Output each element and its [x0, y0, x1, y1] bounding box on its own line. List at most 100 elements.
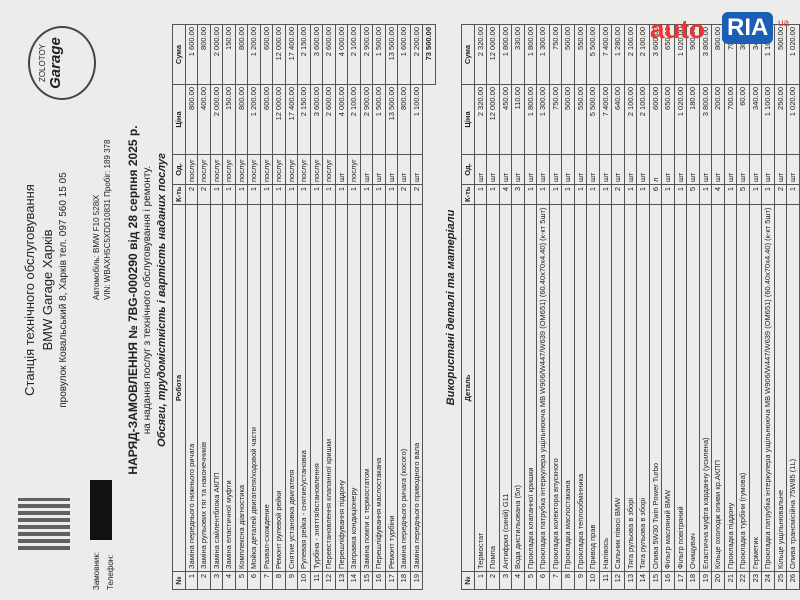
table-cell: 1	[574, 184, 587, 205]
table-cell: 1	[549, 184, 562, 205]
table-cell: шт	[410, 154, 423, 185]
table-cell: 1	[222, 184, 235, 205]
table-row: 11 Напівось 1 шт 7 400.00 7 400.00	[599, 24, 612, 590]
table-cell: 12 000.00	[272, 84, 285, 155]
order-subtitle: на надання послуг з технічного обслугову…	[142, 165, 153, 435]
table-cell: послуг	[185, 154, 198, 185]
table-cell: 800.00	[197, 24, 210, 85]
table-cell: 8	[561, 571, 574, 590]
table-row: 6 Прокладка патрубка інтеркулера ущільнюю…	[536, 24, 549, 590]
table-cell: Прокладка патрубка інтеркулера ущільнююч…	[761, 204, 774, 572]
address: провулок Ковальський 8, Харків тел. 097 …	[58, 172, 69, 408]
table-cell: 600.00	[260, 84, 273, 155]
table-row: 19 Заміна переднього приводного вала 2 шт 1 …	[410, 24, 423, 590]
table-cell: 2 900.00	[360, 84, 373, 155]
table-cell: 18	[686, 571, 699, 590]
table-cell: 1	[536, 184, 549, 205]
table-cell: 1	[661, 184, 674, 205]
logo: ZOLOTOY Garage	[28, 26, 96, 100]
table-cell: 3	[210, 571, 223, 590]
table-cell: 180.00	[686, 84, 699, 155]
table-cell: Прокладка теплообмінника	[574, 204, 587, 572]
table-cell: 26	[786, 571, 799, 590]
table-cell: шт	[536, 154, 549, 185]
table-cell: 1	[385, 184, 398, 205]
table-cell: шт	[699, 154, 712, 185]
table-cell: 18	[397, 571, 410, 590]
table-cell: 1 800.00	[499, 24, 512, 85]
table-cell: 3	[499, 571, 512, 590]
table-cell: 7 400.00	[599, 84, 612, 155]
table-cell: 500.00	[561, 24, 574, 85]
table-cell: Тяга рульова в зборі	[624, 204, 637, 572]
column-header: №	[461, 571, 474, 590]
table-cell: Термостат	[474, 204, 487, 572]
table-cell: 1	[561, 184, 574, 205]
table-cell: 2 600.00	[322, 24, 335, 85]
materials-table: № Деталь К-ть Од. Ціна Сума 1 Термостат 1 шт 2 320…	[461, 24, 800, 590]
table-cell: 400.00	[197, 84, 210, 155]
table-cell: шт	[636, 154, 649, 185]
table-cell: 1 200.00	[247, 84, 260, 155]
table-cell: Перевстановлення клапанної кришки	[322, 204, 335, 572]
table-cell: 12 000.00	[486, 24, 499, 85]
table-cell: Перешліфування маслостакана	[372, 204, 385, 572]
table-cell: Ремонт турбіни	[385, 204, 398, 572]
table-row: 9 Снятие установка двигателя 1 послуг 17 400…	[285, 24, 298, 590]
table-cell: 21	[724, 571, 737, 590]
column-header: Сума	[172, 24, 185, 85]
table-row: 9 Прокладка теплообмінника 1 шт 550.00 550.00	[574, 24, 587, 590]
table-cell: шт	[499, 154, 512, 185]
table-cell: 16	[372, 571, 385, 590]
table-cell: 4 000.00	[335, 84, 348, 155]
table-cell: 5 500.00	[586, 24, 599, 85]
table-cell: Фільтр повітряний	[674, 204, 687, 572]
table-cell: Заміна переднього приводного вала	[410, 204, 423, 572]
table-cell: Комплексна діагностика	[235, 204, 248, 572]
table-cell: Перешліфування піддону	[335, 204, 348, 572]
table-cell: 2 320.00	[474, 24, 487, 85]
table-cell: Олива 5W30 Twin Power Turbo	[649, 204, 662, 572]
table-cell: 9	[574, 571, 587, 590]
table-cell: Заміна еластичної муфти	[222, 204, 235, 572]
blank-cell	[423, 85, 436, 590]
table-cell: 2 100.00	[624, 24, 637, 85]
column-header: Сума	[461, 24, 474, 85]
table-cell: 2	[611, 184, 624, 205]
table-cell: 1	[699, 184, 712, 205]
column-header: Робота	[172, 204, 185, 572]
table-cell: 1 100.00	[410, 84, 423, 155]
table-cell: 1	[335, 184, 348, 205]
table-cell: шт	[786, 154, 799, 185]
table-cell: л	[649, 154, 662, 185]
table-cell: шт	[511, 154, 524, 185]
table-cell: 4	[222, 571, 235, 590]
table-row: 20 Кільце охолодж оливи кр.АКПП 4 шт 200.00 8…	[711, 24, 724, 590]
station-name: BMW Garage Харків	[40, 229, 55, 351]
table-cell: шт	[561, 154, 574, 185]
table-cell: шт	[661, 154, 674, 185]
table-row: 15 Заміна помпи с термостатом 1 шт 2 900.00 2…	[360, 24, 373, 590]
table-cell: шт	[624, 154, 637, 185]
table-cell: 800.00	[397, 84, 410, 155]
table-cell: 1 600.00	[397, 24, 410, 85]
table-cell: шт	[549, 154, 562, 185]
table-cell: послуг	[272, 154, 285, 185]
table-cell: Помпа	[486, 204, 499, 572]
table-row: 11 Турбіна - зняття/встановлення 1 послуг 3 …	[310, 24, 323, 590]
table-cell: 3 800.00	[699, 84, 712, 155]
table-cell: 13	[624, 571, 637, 590]
works-table: № Робота К-ть Од. Ціна Сума 1 Заміна переднього…	[172, 24, 436, 590]
works-heading: Обсяги, трудомісткість і вартість надани…	[156, 153, 168, 447]
table-row: 14 Тяга рульова в зборі 1 шт 2 100.00 2 100.0…	[636, 24, 649, 590]
table-cell: 2	[197, 184, 210, 205]
table-cell: Прокладка піддону	[724, 204, 737, 572]
table-cell: 1	[724, 184, 737, 205]
total-cell: 73 500.00	[422, 24, 435, 85]
table-cell: послуг	[347, 154, 360, 185]
table-row: 1 Термостат 1 шт 2 320.00 2 320.00	[474, 24, 487, 590]
table-cell: 6	[649, 184, 662, 205]
materials-heading: Використані деталі та матеріали	[445, 209, 457, 406]
table-cell: 1 100.00	[761, 84, 774, 155]
